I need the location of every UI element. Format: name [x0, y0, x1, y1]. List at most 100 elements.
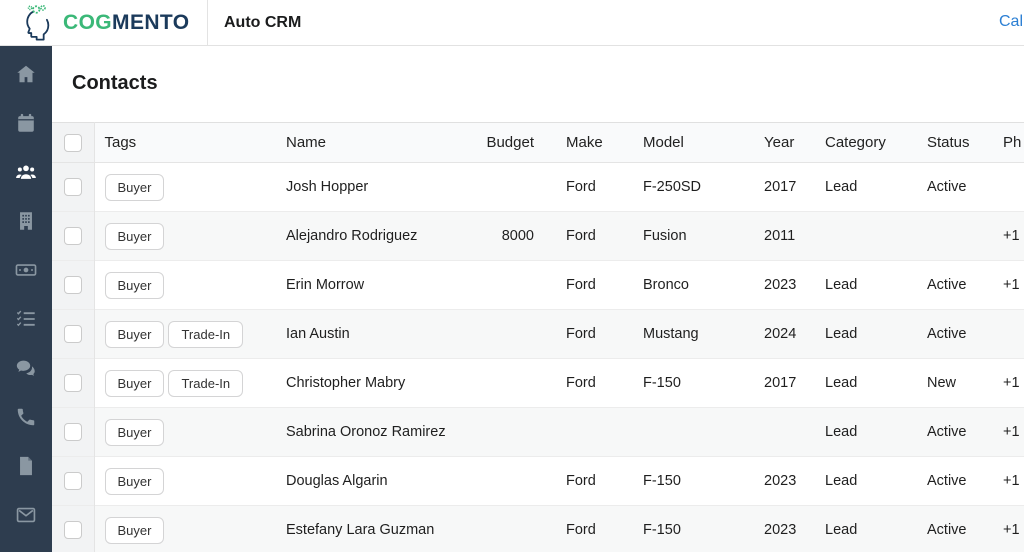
sidebar-item-calls[interactable]: [0, 392, 52, 441]
home-icon: [15, 63, 37, 85]
tags-cell: Buyer: [94, 408, 270, 457]
sidebar-item-deals[interactable]: [0, 245, 52, 294]
year-cell: 2017: [764, 375, 797, 391]
cogmento-logo[interactable]: COGMENTO: [0, 0, 208, 45]
status-cell: New: [927, 375, 957, 391]
sidebar-item-documents[interactable]: [0, 441, 52, 490]
row-select-cell: [52, 456, 95, 506]
row-select-cell: [52, 162, 95, 212]
sidebar: [0, 46, 52, 552]
year-cell: 2023: [764, 522, 797, 538]
sidebar-item-tasks[interactable]: [0, 294, 52, 343]
users-icon: [15, 161, 37, 183]
phone-cell: +1: [1003, 424, 1020, 440]
column-header-model[interactable]: Model: [643, 134, 684, 151]
row-checkbox[interactable]: [63, 423, 82, 441]
status-cell: Active: [927, 473, 967, 489]
model-cell: Mustang: [643, 326, 699, 342]
phone-cell: +1: [1003, 277, 1020, 293]
column-header-category[interactable]: Category: [825, 134, 886, 151]
row-select-cell: [52, 407, 95, 457]
table-row[interactable]: Buyer Douglas Algarin Ford F-150 2023 Lead Act…: [52, 456, 1024, 506]
tag-buyer[interactable]: Buyer: [104, 222, 165, 250]
budget-cell: [460, 408, 550, 457]
row-checkbox[interactable]: [63, 276, 82, 294]
select-all-checkbox[interactable]: [63, 133, 82, 152]
model-cell: F-150: [643, 473, 681, 489]
tag-buyer[interactable]: Buyer: [104, 271, 165, 299]
calendar-link[interactable]: Cal: [998, 13, 1023, 30]
tag-buyer[interactable]: Buyer: [104, 418, 165, 446]
sidebar-item-contacts[interactable]: [0, 147, 52, 196]
column-header-tags[interactable]: Tags: [104, 134, 137, 151]
category-cell: Lead: [825, 375, 858, 391]
tag-buyer[interactable]: Buyer: [104, 320, 165, 348]
name-cell[interactable]: Christopher Mabry: [286, 375, 406, 391]
tag-buyer[interactable]: Buyer: [104, 173, 165, 201]
table-row[interactable]: Buyer Alejandro Rodriguez 8000 Ford Fusion 20…: [52, 211, 1024, 261]
tag-buyer[interactable]: Buyer: [104, 516, 165, 544]
column-header-year[interactable]: Year: [764, 134, 795, 151]
budget-cell: [460, 506, 550, 552]
tags-cell: Buyer Trade-In: [94, 359, 270, 408]
table-row[interactable]: Buyer Erin Morrow Ford Bronco 2023 Lead Active…: [52, 260, 1024, 310]
make-cell: Ford: [566, 228, 596, 244]
year-cell: 2023: [764, 473, 797, 489]
column-header-make[interactable]: Make: [566, 134, 603, 151]
status-cell: Active: [927, 522, 967, 538]
name-cell[interactable]: Sabrina Oronoz Ramirez: [286, 424, 446, 440]
table-body: Buyer Josh Hopper Ford F-250SD 2017 Lead Activ…: [52, 162, 1024, 552]
phone-cell: +1: [1003, 522, 1020, 538]
budget-cell: [460, 163, 550, 212]
name-cell[interactable]: Douglas Algarin: [286, 473, 388, 489]
status-cell: [911, 212, 987, 261]
status-cell: Active: [927, 277, 967, 293]
tag-trade-in[interactable]: Trade-In: [168, 320, 244, 348]
row-checkbox[interactable]: [63, 227, 82, 245]
make-cell: Ford: [566, 326, 596, 342]
category-cell: [809, 212, 911, 261]
tag-buyer[interactable]: Buyer: [104, 467, 165, 495]
name-cell[interactable]: Josh Hopper: [286, 179, 369, 195]
row-checkbox[interactable]: [63, 521, 82, 539]
sidebar-item-messages[interactable]: [0, 343, 52, 392]
tags-cell: Buyer: [94, 261, 270, 310]
tag-buyer[interactable]: Buyer: [104, 369, 165, 397]
column-header-phone[interactable]: Ph: [1003, 134, 1022, 151]
select-all-cell: [52, 122, 95, 163]
column-header-budget[interactable]: Budget: [486, 134, 534, 151]
table-row[interactable]: Buyer Trade-In Christopher Mabry Ford F-150 2…: [52, 358, 1024, 408]
phone-cell: +1: [1003, 375, 1020, 391]
tag-trade-in[interactable]: Trade-In: [168, 369, 244, 397]
row-select-cell: [52, 358, 95, 408]
phone-cell: [987, 310, 1024, 359]
model-cell: F-150: [643, 375, 681, 391]
year-cell: 2011: [764, 228, 796, 244]
category-cell: Lead: [825, 277, 858, 293]
column-header-status[interactable]: Status: [927, 134, 970, 151]
tags-cell: Buyer: [94, 212, 270, 261]
name-cell[interactable]: Alejandro Rodriguez: [286, 228, 418, 244]
sidebar-item-calendar[interactable]: [0, 98, 52, 147]
sidebar-item-home[interactable]: [0, 49, 52, 98]
phone-cell: +1: [1003, 473, 1020, 489]
column-header-name[interactable]: Name: [286, 134, 327, 151]
make-cell: Ford: [566, 375, 596, 391]
name-cell[interactable]: Estefany Lara Guzman: [286, 522, 435, 538]
table-row[interactable]: Buyer Estefany Lara Guzman Ford F-150 2023 Le…: [52, 505, 1024, 552]
make-cell: Ford: [566, 277, 596, 293]
table-row[interactable]: Buyer Josh Hopper Ford F-250SD 2017 Lead Activ…: [52, 162, 1024, 212]
name-cell[interactable]: Ian Austin: [286, 326, 350, 342]
row-checkbox[interactable]: [63, 325, 82, 343]
row-checkbox[interactable]: [63, 374, 82, 392]
table-row[interactable]: Buyer Trade-In Ian Austin Ford Mustang 2024 Le…: [52, 309, 1024, 359]
sidebar-item-companies[interactable]: [0, 196, 52, 245]
row-checkbox[interactable]: [63, 472, 82, 490]
row-checkbox[interactable]: [63, 178, 82, 196]
sidebar-item-email[interactable]: [0, 490, 52, 539]
name-cell[interactable]: Erin Morrow: [286, 277, 365, 293]
logo-wordmark: COGMENTO: [63, 10, 190, 34]
chat-bubbles-icon: [15, 357, 37, 379]
budget-cell: [460, 310, 550, 359]
table-row[interactable]: Buyer Sabrina Oronoz Ramirez Lead Active +1: [52, 407, 1024, 457]
